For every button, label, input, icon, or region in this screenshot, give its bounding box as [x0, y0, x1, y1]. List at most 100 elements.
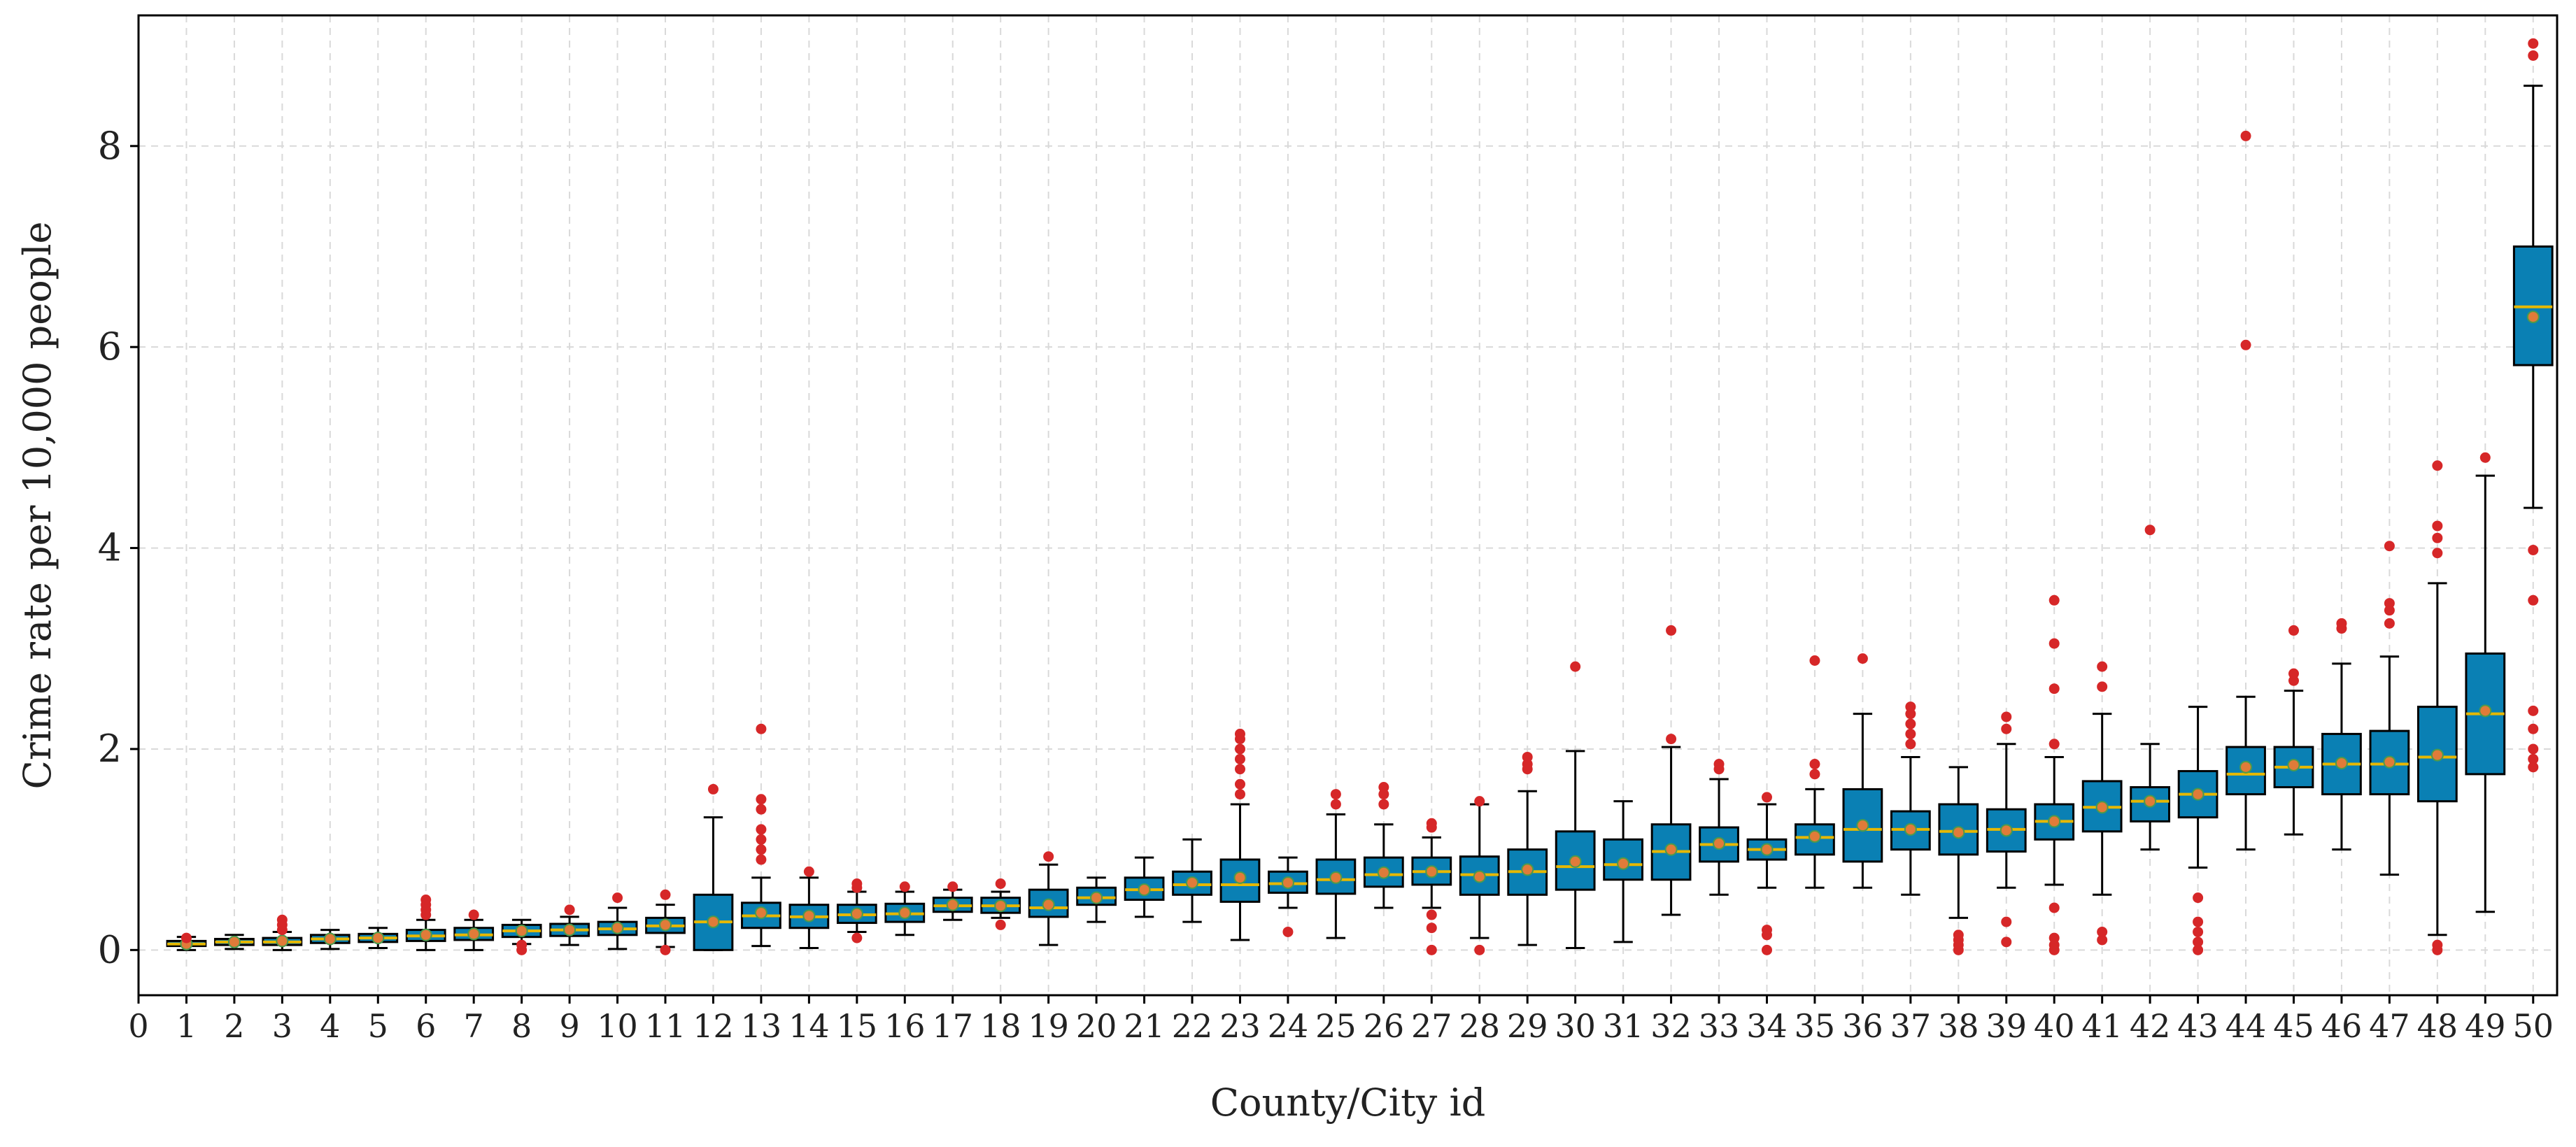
- box-item-2: [214, 934, 255, 950]
- x-tick-label: 35: [1795, 1007, 1836, 1045]
- outlier-point: [276, 914, 288, 925]
- outlier-point: [2528, 705, 2539, 716]
- outlier-point: [468, 909, 479, 920]
- mean-marker: [1329, 871, 1343, 884]
- outlier-point: [2528, 594, 2539, 606]
- outlier-point: [2193, 926, 2204, 937]
- x-tick-label: 0: [128, 1007, 148, 1045]
- mean-marker: [2144, 795, 2157, 808]
- outlier-point: [1666, 625, 1677, 636]
- x-tick-label: 45: [2273, 1007, 2314, 1045]
- outlier-point: [2528, 762, 2539, 773]
- x-tick-label: 9: [559, 1007, 579, 1045]
- mean-marker: [1952, 826, 1965, 839]
- mean-marker: [2526, 311, 2540, 324]
- outlier-point: [1761, 925, 1772, 936]
- box-item-23: [1219, 728, 1261, 941]
- box-item-4: [309, 929, 351, 950]
- box-item-21: [1124, 856, 1165, 918]
- mean-marker: [2287, 758, 2300, 771]
- box-item-3: [262, 914, 303, 951]
- box-item-36: [1842, 653, 1883, 889]
- mean-marker: [1808, 829, 1821, 843]
- x-tick-label: 38: [1938, 1007, 1979, 1045]
- x-tick-label: 46: [2321, 1007, 2363, 1045]
- mean-marker: [2048, 815, 2061, 828]
- mean-marker: [2335, 757, 2348, 770]
- outlier-point: [756, 834, 767, 845]
- mean-marker: [707, 916, 720, 929]
- mean-marker: [946, 898, 959, 911]
- x-tick-label: 18: [980, 1007, 1021, 1045]
- outlier-point: [660, 889, 671, 900]
- mean-marker: [227, 935, 241, 948]
- outlier-point: [2528, 38, 2539, 49]
- x-tick-label: 30: [1555, 1007, 1596, 1045]
- outlier-point: [2193, 936, 2204, 948]
- outlier-point: [1378, 782, 1389, 793]
- box-item-43: [2177, 706, 2218, 955]
- outlier-point: [1426, 944, 1437, 955]
- mean-marker: [850, 907, 863, 920]
- outlier-point: [516, 939, 528, 950]
- outlier-point: [756, 804, 767, 815]
- box-item-16: [884, 881, 926, 936]
- outlier-point: [660, 944, 671, 955]
- box-item-40: [2034, 594, 2075, 955]
- box-item-19: [1028, 851, 1069, 946]
- x-tick-label: 12: [693, 1007, 734, 1045]
- box-item-32: [1650, 625, 1692, 916]
- outlier-point: [2528, 50, 2539, 61]
- box-item-28: [1459, 796, 1500, 955]
- box-series: [166, 38, 2554, 955]
- x-tick-label: 27: [1411, 1007, 1452, 1045]
- y-tick-label: 0: [98, 927, 122, 971]
- box-item-49: [2465, 452, 2506, 913]
- mean-marker: [1233, 871, 1247, 884]
- box-item-34: [1746, 792, 1788, 955]
- mean-marker: [2430, 748, 2444, 762]
- outlier-point: [707, 783, 719, 795]
- box-item-41: [2081, 661, 2123, 946]
- x-tick-label: 6: [416, 1007, 436, 1045]
- x-tick-label: 5: [368, 1007, 388, 1045]
- x-axis-label: County/City id: [1210, 1081, 1486, 1125]
- outlier-point: [1570, 661, 1581, 672]
- mean-marker: [1713, 837, 1726, 850]
- x-tick-label: 29: [1507, 1007, 1548, 1045]
- x-tick-label: 33: [1699, 1007, 1740, 1045]
- box-item-14: [788, 866, 830, 949]
- mean-marker: [898, 906, 912, 920]
- outlier-point: [2193, 892, 2204, 904]
- outlier-point: [1809, 655, 1820, 667]
- x-tick-label: 24: [1268, 1007, 1309, 1045]
- outlier-point: [2048, 638, 2060, 649]
- x-tick-label: 47: [2369, 1007, 2410, 1045]
- outlier-point: [2384, 541, 2395, 552]
- x-tick-label: 42: [2130, 1007, 2171, 1045]
- outlier-point: [1426, 818, 1437, 829]
- box-item-13: [741, 723, 781, 948]
- outlier-point: [2432, 520, 2443, 532]
- outlier-point: [1905, 701, 1916, 713]
- x-tick-label: 28: [1459, 1007, 1500, 1045]
- x-tick-label: 32: [1650, 1007, 1692, 1045]
- x-axis-ticks: 0 1 2 3 4 5 6 7 8 9 10 11 12 13 14 15 16 17 18 19 20 21 22 23 24…: [128, 995, 2554, 1045]
- mean-marker: [419, 928, 432, 941]
- x-tick-label: 31: [1603, 1007, 1644, 1045]
- box-item-9: [549, 904, 590, 946]
- x-tick-label: 40: [2034, 1007, 2075, 1045]
- box-item-12: [693, 783, 734, 951]
- outlier-point: [1857, 653, 1868, 664]
- plot-frame: [137, 14, 2559, 997]
- mean-marker: [611, 921, 624, 934]
- box-item-15: [836, 878, 877, 943]
- mean-marker: [1617, 857, 1630, 870]
- mean-marker: [1425, 865, 1438, 878]
- outlier-point: [2384, 618, 2395, 629]
- mean-marker: [1856, 819, 1869, 832]
- outlier-point: [756, 854, 767, 865]
- box-item-31: [1603, 800, 1644, 943]
- outlier-point: [1522, 751, 1533, 762]
- box-item-11: [645, 889, 686, 955]
